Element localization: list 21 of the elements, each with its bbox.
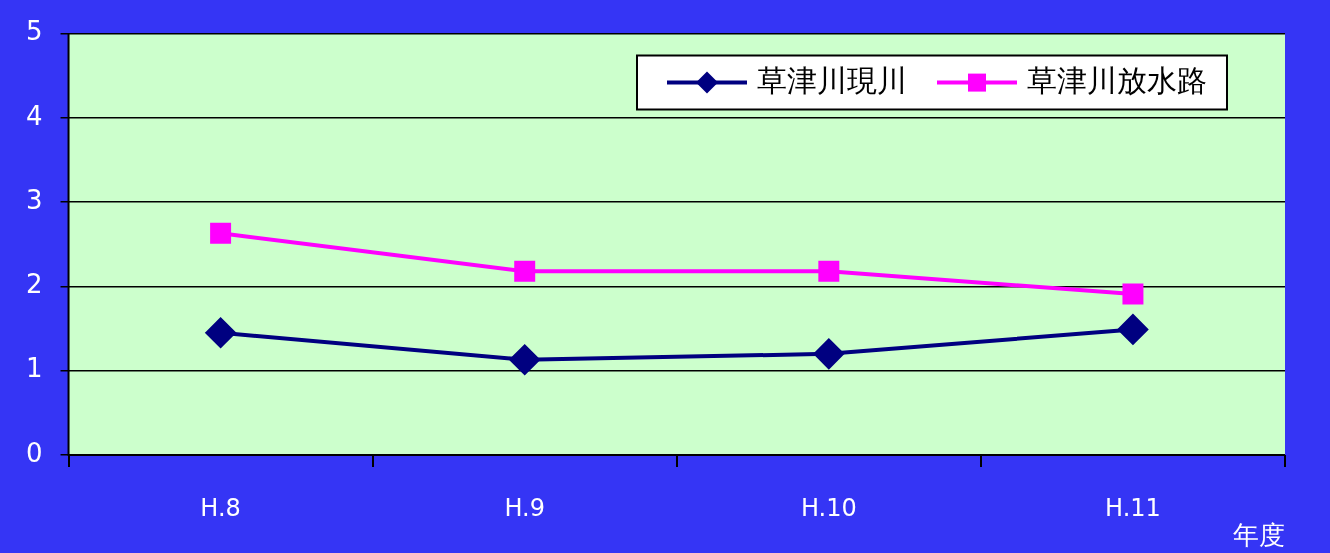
y-tick-label: 1 bbox=[26, 353, 43, 384]
legend-label: 草津川現川 bbox=[757, 63, 907, 99]
x-tick-label: H.10 bbox=[800, 493, 857, 522]
x-axis-title: 年度 bbox=[1233, 520, 1285, 551]
point bbox=[818, 260, 840, 282]
x-tick-label: H.8 bbox=[200, 493, 241, 522]
y-tick-label: 0 bbox=[26, 437, 43, 468]
y-tick-label: 5 bbox=[26, 16, 43, 47]
y-tick-label: 4 bbox=[26, 100, 43, 131]
x-tick-label: H.11 bbox=[1105, 493, 1161, 522]
point bbox=[813, 338, 844, 369]
point bbox=[210, 222, 232, 244]
x-tick-label: H.9 bbox=[504, 493, 545, 522]
point bbox=[514, 260, 536, 282]
point bbox=[1117, 314, 1148, 345]
point bbox=[1122, 283, 1144, 305]
legend-label: 草津川放水路 bbox=[1027, 63, 1207, 99]
point bbox=[509, 344, 540, 375]
y-tick-label: 2 bbox=[26, 269, 43, 300]
y-tick-label: 3 bbox=[26, 184, 43, 215]
point bbox=[205, 317, 236, 348]
